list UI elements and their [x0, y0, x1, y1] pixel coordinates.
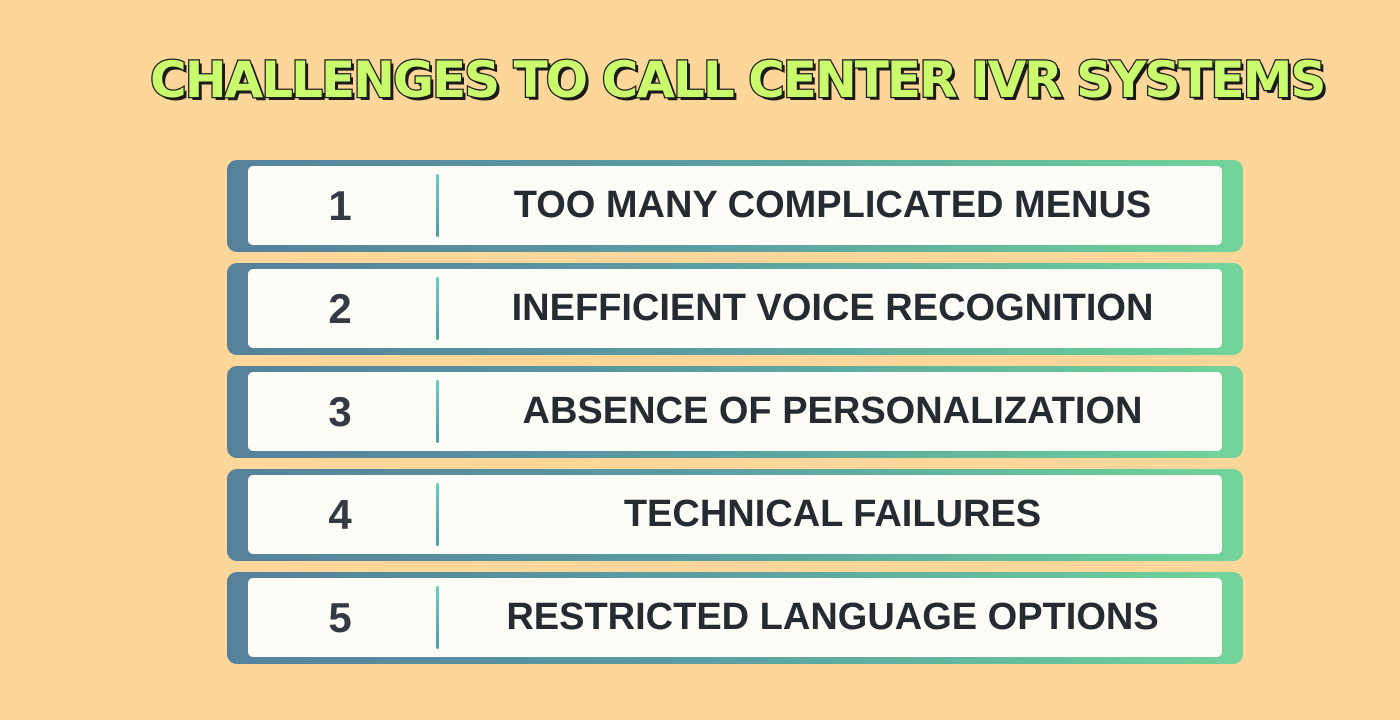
list-item-card: 3 ABSENCE OF PERSONALIZATION	[248, 372, 1222, 451]
item-number: 2	[328, 285, 352, 332]
list-item: 5 RESTRICTED LANGUAGE OPTIONS	[227, 572, 1243, 664]
item-separator	[436, 483, 439, 546]
item-label: TOO MANY COMPLICATED MENUS	[513, 184, 1152, 226]
list-item-card: 2 INEFFICIENT VOICE RECOGNITION	[248, 269, 1222, 348]
item-label: RESTRICTED LANGUAGE OPTIONS	[506, 596, 1159, 638]
item-separator	[436, 586, 439, 649]
item-separator	[436, 174, 439, 237]
item-number: 3	[328, 388, 352, 435]
item-label: INEFFICIENT VOICE RECOGNITION	[511, 287, 1154, 329]
item-number: 1	[328, 182, 352, 229]
list-item-card: 1 TOO MANY COMPLICATED MENUS	[248, 166, 1222, 245]
item-label: ABSENCE OF PERSONALIZATION	[522, 390, 1143, 432]
list-item-card: 5 RESTRICTED LANGUAGE OPTIONS	[248, 578, 1222, 657]
challenges-list: 1 TOO MANY COMPLICATED MENUS 2 INEFFICIE…	[227, 160, 1243, 675]
item-separator	[436, 380, 439, 443]
page-title: CHALLENGES TO CALL CENTER IVR SYSTEMS	[149, 50, 1328, 111]
list-item: 2 INEFFICIENT VOICE RECOGNITION	[227, 263, 1243, 355]
item-label: TECHNICAL FAILURES	[623, 493, 1042, 535]
list-item: 4 TECHNICAL FAILURES	[227, 469, 1243, 561]
item-number: 4	[328, 491, 352, 538]
item-number: 5	[328, 594, 352, 641]
list-item: 3 ABSENCE OF PERSONALIZATION	[227, 366, 1243, 458]
list-item-card: 4 TECHNICAL FAILURES	[248, 475, 1222, 554]
list-item: 1 TOO MANY COMPLICATED MENUS	[227, 160, 1243, 252]
item-separator	[436, 277, 439, 340]
